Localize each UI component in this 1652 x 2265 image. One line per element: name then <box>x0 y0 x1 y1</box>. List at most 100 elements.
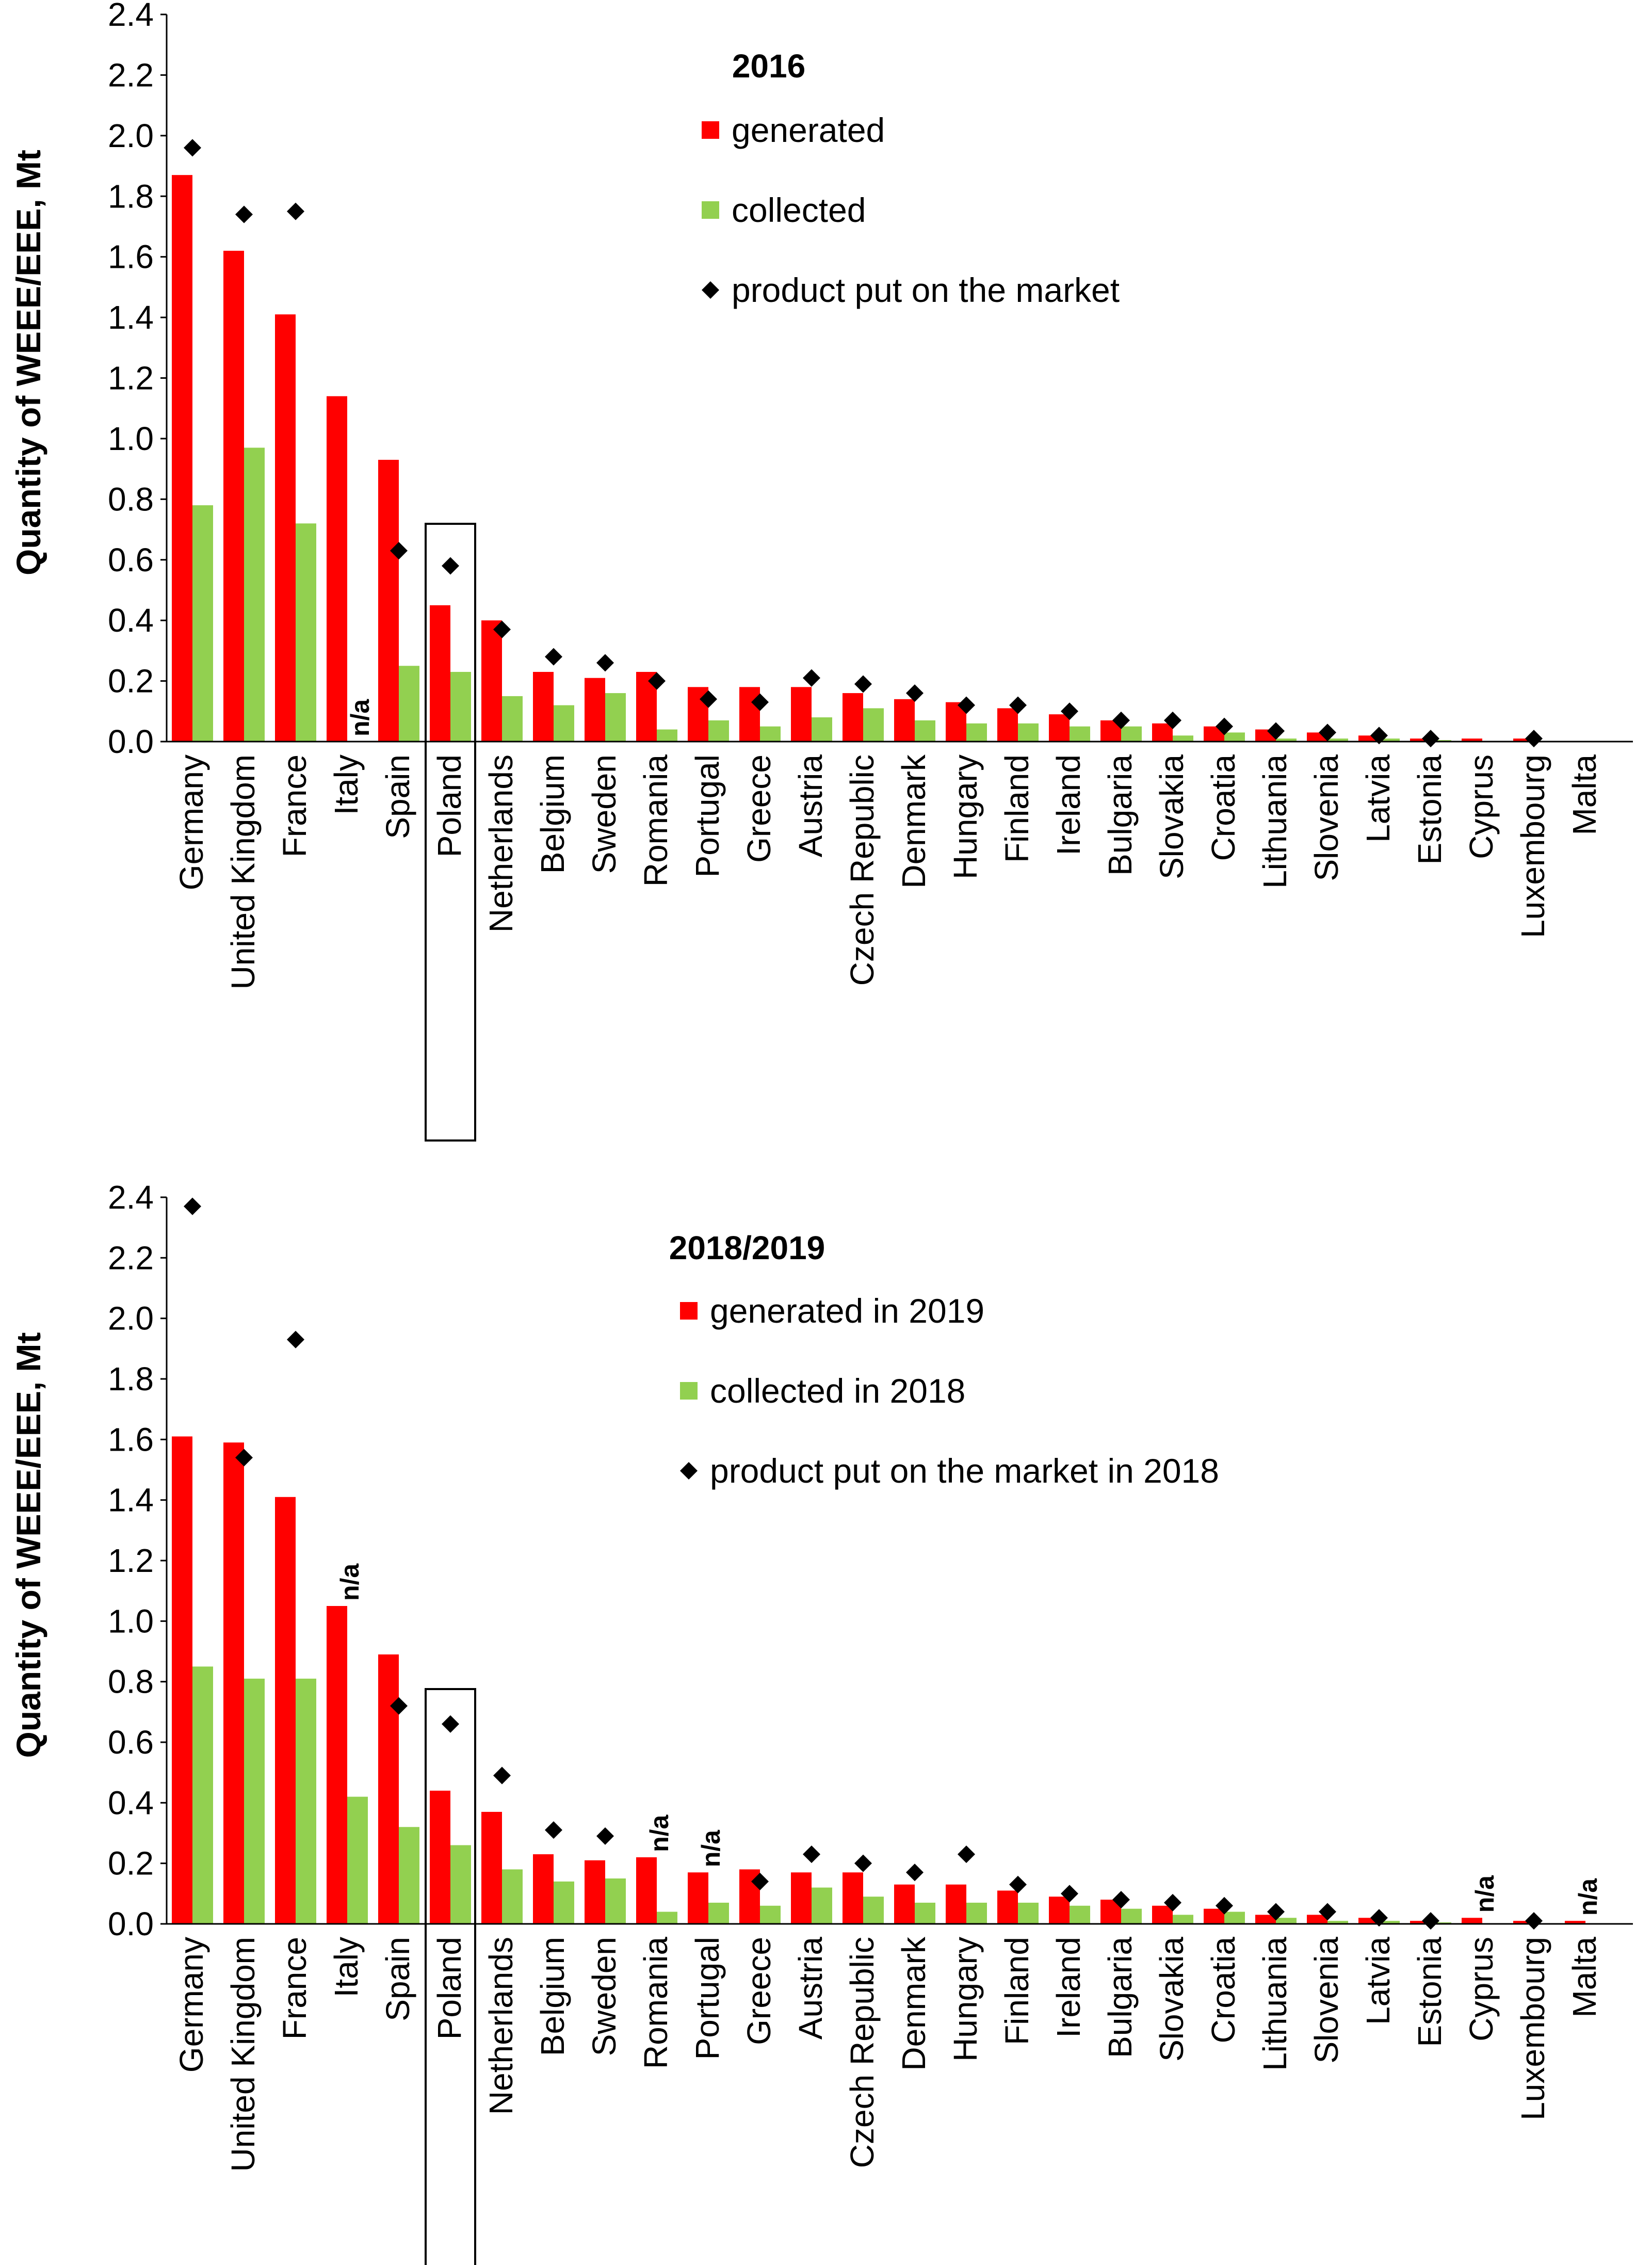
bar-collected-in-2018-finland <box>1018 1902 1039 1924</box>
bar-generated-in-2019-ireland <box>1049 1897 1070 1924</box>
bar-collected-czech-republic <box>863 708 884 742</box>
chart-panel-2018-2019: 0.0 0.2 0.4 0.6 0.8 1.0 1.2 1.4 1.6 1.8 2.0 2.2 2.4 Q… <box>9 1179 1633 2265</box>
category-label-germany: Germany <box>173 1937 210 2073</box>
legend-swatch-generated <box>702 121 719 139</box>
legend-label-product-put-on-the-market: product put on the market <box>732 271 1120 309</box>
bar-collected-in-2018-greece <box>760 1905 781 1924</box>
marker-product-put-on-the-market-in-2018-estonia <box>1422 1912 1439 1930</box>
bar-collected-finland <box>1018 723 1039 742</box>
marker-product-put-on-the-market-united-kingdom <box>235 205 253 223</box>
y-tick-label: 2.4 <box>108 0 154 33</box>
marker-product-put-on-the-market-spain <box>390 542 408 560</box>
bar-collected-hungary <box>966 723 987 742</box>
category-label-france: France <box>276 754 313 857</box>
bar-collected-in-2018-croatia <box>1224 1911 1245 1924</box>
bar-collected-in-2018-belgium <box>554 1881 574 1924</box>
bar-collected-in-2018-bulgaria <box>1121 1908 1142 1924</box>
bar-generated-poland <box>430 605 450 742</box>
bar-generated-in-2019-denmark <box>894 1884 915 1924</box>
bar-collected-in-2018-netherlands <box>502 1869 523 1924</box>
category-label-austria: Austria <box>792 754 829 858</box>
category-label-latvia: Latvia <box>1359 754 1397 843</box>
legend-swatch-collected-in-2018 <box>680 1382 698 1400</box>
bar-generated-slovakia <box>1152 723 1173 742</box>
marker-product-put-on-the-market-austria <box>803 669 820 687</box>
category-label-poland: Poland <box>431 754 468 857</box>
y-axis-title: Quantity of WEEE/EEE, Mt <box>9 150 47 575</box>
bar-generated-netherlands <box>481 620 502 742</box>
category-label-romania: Romania <box>637 754 674 887</box>
category-label-ireland: Ireland <box>1050 754 1087 856</box>
bar-generated-denmark <box>894 699 915 742</box>
bar-collected-latvia <box>1379 738 1400 742</box>
marker-product-put-on-the-market-in-2018-lithuania <box>1267 1903 1285 1921</box>
category-label-finland: Finland <box>998 754 1035 863</box>
category-label-croatia: Croatia <box>1205 754 1242 861</box>
bar-collected-in-2018-czech-republic <box>863 1897 884 1924</box>
bar-generated-czech-republic <box>843 693 863 742</box>
category-label-denmark: Denmark <box>895 1936 932 2071</box>
bar-generated-in-2019-latvia <box>1358 1918 1379 1924</box>
chart-panel-2016: 0.0 0.2 0.4 0.6 0.8 1.0 1.2 1.4 1.6 1.8 2.0 2.2 2.4 Q… <box>9 0 1633 1142</box>
legend-swatch-collected <box>702 201 719 219</box>
marker-product-put-on-the-market-in-2018-bulgaria <box>1112 1891 1130 1909</box>
y-tick-label: 1.4 <box>108 299 154 336</box>
bar-collected-in-2018-slovakia <box>1173 1915 1193 1924</box>
marker-product-put-on-the-market-belgium <box>545 648 562 666</box>
category-label-denmark: Denmark <box>895 754 932 889</box>
bar-generated-in-2019-hungary <box>946 1884 966 1924</box>
y-tick-label: 0.8 <box>108 1663 154 1700</box>
marker-product-put-on-the-market-in-2018-croatia <box>1216 1897 1233 1915</box>
marker-product-put-on-the-market-croatia <box>1216 717 1233 735</box>
bar-generated-in-2019-netherlands <box>481 1811 502 1924</box>
legend-title: 2018/2019 <box>669 1229 825 1266</box>
bar-generated-finland <box>997 708 1018 742</box>
bar-collected-in-2018-latvia <box>1379 1921 1400 1924</box>
category-label-finland: Finland <box>998 1937 1035 2045</box>
category-label-austria: Austria <box>792 1937 829 2040</box>
category-label-luxembourg: Luxembourg <box>1514 1937 1551 2121</box>
bar-collected-poland <box>450 671 471 742</box>
bar-generated-italy <box>327 396 347 742</box>
y-tick-label: 1.0 <box>108 1602 154 1640</box>
y-tick-label: 0.0 <box>108 723 154 760</box>
legend-label-collected-in-2018: collected in 2018 <box>710 1372 965 1410</box>
bar-generated-estonia <box>1410 738 1431 742</box>
category-label-italy: Italy <box>328 1937 365 1997</box>
legend-label-product-put-on-the-market-in-2018: product put on the market in 2018 <box>710 1452 1219 1490</box>
marker-product-put-on-the-market-in-2018-spain <box>390 1697 408 1715</box>
marker-product-put-on-the-market-in-2018-belgium <box>545 1821 562 1839</box>
bar-collected-germany <box>192 505 213 742</box>
category-label-germany: Germany <box>173 754 210 890</box>
marker-product-put-on-the-market-in-2018-latvia <box>1370 1909 1388 1927</box>
marker-product-put-on-the-market-portugal <box>700 690 717 708</box>
marker-product-put-on-the-market-lithuania <box>1267 722 1285 740</box>
legend-swatch-product-put-on-the-market-in-2018 <box>680 1462 698 1480</box>
bar-collected-in-2018-portugal <box>708 1902 729 1924</box>
marker-product-put-on-the-market-in-2018-united-kingdom <box>235 1449 253 1467</box>
category-label-malta: Malta <box>1566 1937 1603 2018</box>
bar-collected-in-2018-ireland <box>1070 1905 1090 1924</box>
marker-product-put-on-the-market-estonia <box>1422 730 1439 748</box>
bar-collected-croatia <box>1224 732 1245 742</box>
marker-product-put-on-the-market-poland <box>442 557 459 575</box>
marker-product-put-on-the-market-czech-republic <box>854 675 872 693</box>
bar-collected-slovenia <box>1327 738 1348 742</box>
marker-product-put-on-the-market-slovenia <box>1319 724 1336 742</box>
y-tick-label: 1.8 <box>108 178 154 215</box>
marker-product-put-on-the-market-france <box>287 202 304 220</box>
marker-product-put-on-the-market-in-2018-ireland <box>1061 1885 1078 1903</box>
marker-product-put-on-the-market-in-2018-slovakia <box>1164 1893 1181 1911</box>
y-tick-label: 2.2 <box>108 56 154 93</box>
category-label-lithuania: Lithuania <box>1256 1937 1293 2071</box>
bar-collected-in-2018-united-kingdom <box>244 1678 265 1924</box>
marker-product-put-on-the-market-finland <box>1009 696 1027 714</box>
legend-swatch-product-put-on-the-market <box>702 281 719 299</box>
bar-collected-france <box>296 523 316 742</box>
marker-product-put-on-the-market-in-2018-germany <box>184 1197 201 1215</box>
category-label-ireland: Ireland <box>1050 1937 1087 2038</box>
bar-generated-in-2019-poland <box>430 1790 450 1924</box>
y-tick-label: 0.4 <box>108 1784 154 1821</box>
bar-generated-in-2019-france <box>275 1497 296 1924</box>
bar-collected-in-2018-hungary <box>966 1902 987 1924</box>
